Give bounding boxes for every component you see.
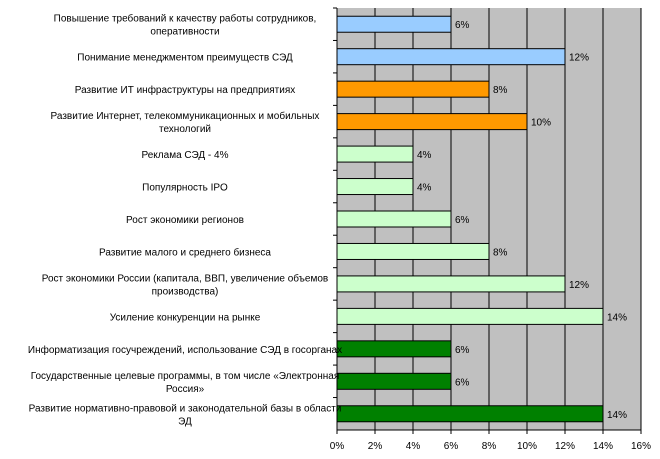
category-label: Развитие нормативно-правовой и законодат… [29,402,342,427]
bar [336,113,528,131]
category-label-line: Развитие нормативно-правовой и законодат… [29,402,342,414]
data-label: 6% [455,20,470,31]
x-tick-label: 8% [482,441,497,452]
category-label-line: Понимание менеджментом преимуществ СЭД [77,53,293,64]
data-label: 14% [607,312,627,323]
bar [336,80,490,98]
bar [336,405,604,423]
bar [336,307,604,325]
bar [336,48,566,66]
category-label: Повышение требований к качеству работы с… [54,13,317,38]
data-label: 6% [455,377,470,388]
x-tick-label: 4% [406,441,421,452]
category-label-line: Реклама СЭД - 4% [142,150,229,161]
bar [336,275,566,293]
data-label: 4% [417,183,432,194]
category-label-line: Развитие ИТ инфраструктуры на предприяти… [75,84,296,96]
category-label-line: Рост экономики регионов [126,215,244,226]
category-label-line: Рост экономики России (капитала, ВВП, ув… [42,272,328,284]
category-label-line: Развитие малого и среднего бизнеса [99,246,271,258]
x-tick-label: 16% [631,441,651,452]
data-label: 8% [493,85,508,96]
category-label-line: технологий [159,124,211,135]
bar [336,242,490,260]
category-label-line: Развитие Интернет, телекоммуникационных … [51,110,320,122]
category-label: Рост экономики России (капитала, ВВП, ув… [42,272,328,297]
category-label-line: Усиление конкуренции на рынке [110,312,261,323]
category-label-line: производства) [152,286,219,297]
category-label: Государственные целевые программы, в том… [31,371,340,395]
x-tick-label: 6% [444,441,459,452]
data-label: 12% [569,280,589,291]
bar [336,340,452,358]
category-label: Понимание менеджментом преимуществ СЭД [77,53,293,64]
bar [336,372,452,390]
data-label: 6% [455,215,470,226]
data-label: 6% [455,345,470,356]
category-label-line: Повышение требований к качеству работы с… [54,13,317,25]
category-label: Усиление конкуренции на рынке [110,312,261,323]
category-label: Развитие Интернет, телекоммуникационных … [51,110,320,135]
data-label: 14% [607,410,627,421]
bar [336,178,414,196]
x-tick-label: 10% [517,441,537,452]
category-label-line: Информатизация госучреждений, использова… [28,344,342,356]
category-label: Развитие малого и среднего бизнеса [99,246,271,258]
x-tick-label: 2% [368,441,383,452]
x-tick-label: 0% [330,441,345,452]
bar [336,210,452,228]
data-label: 8% [493,247,508,258]
category-label: Рост экономики регионов [126,215,244,226]
x-tick-label: 12% [555,441,575,452]
category-label: Реклама СЭД - 4% [142,150,229,161]
x-tick-label: 14% [593,441,613,452]
data-label: 10% [531,118,551,129]
data-label: 12% [569,53,589,64]
data-label: 4% [417,150,432,161]
category-label-line: Популярность IPO [142,183,228,194]
bar [336,15,452,33]
category-label-line: оперативности [150,27,219,38]
category-label-line: ЭД [178,416,192,427]
category-label: Популярность IPO [142,183,228,194]
category-label-line: Государственные целевые программы, в том… [31,371,340,382]
category-label: Развитие ИТ инфраструктуры на предприяти… [75,84,296,96]
category-label: Информатизация госучреждений, использова… [28,344,342,356]
bar [336,145,414,163]
category-label-line: Россия» [166,384,205,395]
